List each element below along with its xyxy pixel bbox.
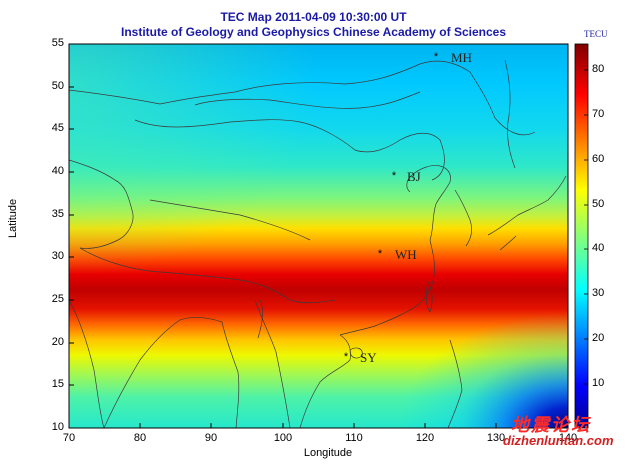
station-marker-mh: * <box>434 51 439 63</box>
border-laos <box>257 299 263 339</box>
y-tick-label: 40 <box>51 165 64 177</box>
colorbar <box>574 43 589 429</box>
colorbar-tick-label: 50 <box>592 198 605 210</box>
y-axis-title: Latitude <box>7 198 19 238</box>
border-mongolia-north <box>194 91 421 109</box>
station-label-wh: WH <box>395 247 417 262</box>
stations: * * * * <box>344 51 439 363</box>
y-tick-label: 15 <box>51 378 64 390</box>
colorbar-tick-label: 80 <box>592 63 605 75</box>
coast-japan-kyushu <box>499 235 517 251</box>
y-tick-label: 30 <box>51 250 64 262</box>
border-himalaya <box>79 247 336 304</box>
y-tick-label: 20 <box>51 336 64 348</box>
colorbar-tick-label: 10 <box>592 377 605 389</box>
y-tick-label: 10 <box>51 421 64 433</box>
x-tick-label: 70 <box>62 432 76 444</box>
y-tick-label: 55 <box>51 37 64 49</box>
coast-india-east <box>103 317 223 428</box>
coast-taiwan <box>425 280 433 313</box>
y-tick-label: 25 <box>51 293 64 305</box>
x-tick-label: 120 <box>415 432 435 444</box>
border-inner <box>149 199 311 241</box>
station-marker-wh: * <box>378 248 383 260</box>
station-marker-sy: * <box>344 351 349 363</box>
x-axis-title: Longitude <box>303 447 353 459</box>
coast-india-west <box>69 299 105 428</box>
map-subtitle: Institute of Geology and Geophysics Chin… <box>121 25 506 39</box>
tec-field-se-low <box>380 300 568 428</box>
map-title: TEC Map 2011-04-09 10:30:00 UT <box>220 10 407 24</box>
colorbar-tick-label: 70 <box>592 108 605 120</box>
x-tick-label: 100 <box>273 432 293 444</box>
map-content: * * * * <box>69 44 568 428</box>
station-label-sy: SY <box>360 350 377 365</box>
coast-south-china <box>339 239 435 336</box>
border-west <box>69 159 134 249</box>
coast-myanmar <box>221 321 240 428</box>
watermark-chinese: 地震论坛 <box>511 415 591 436</box>
border-mongolia <box>134 119 445 181</box>
x-tick-label: 80 <box>133 432 147 444</box>
colorbar-ticks <box>584 69 588 385</box>
colorbar-tick-label: 20 <box>592 332 605 344</box>
y-tick-label: 50 <box>51 80 64 92</box>
colorbar-tick-label: 40 <box>592 242 605 254</box>
watermark-url: dizhenluntan.com <box>503 433 614 448</box>
coast-philippines <box>447 339 463 428</box>
station-label-mh: MH <box>451 50 472 65</box>
coastlines-borders <box>69 59 567 428</box>
border-north <box>69 60 536 136</box>
coast-east-china <box>406 165 451 241</box>
station-label-bj: BJ <box>407 169 421 184</box>
coast-japan-honshu <box>487 175 567 236</box>
coast-indochina <box>299 334 351 428</box>
tick-marks <box>69 43 497 428</box>
colorbar-tick-label: 60 <box>592 153 605 165</box>
x-tick-label: 130 <box>486 432 506 444</box>
coast-hainan <box>349 347 363 359</box>
border-thailand <box>254 299 291 428</box>
coast-sakhalin <box>504 59 516 169</box>
x-tick-label: 140 <box>558 432 578 444</box>
colorbar-title: TECU <box>584 29 608 39</box>
y-tick-label: 45 <box>51 122 64 134</box>
map-frame <box>68 43 569 429</box>
x-tick-label: 110 <box>345 432 363 444</box>
x-tick-label: 90 <box>204 432 218 444</box>
colorbar-tick-label: 30 <box>592 287 605 299</box>
station-marker-bj: * <box>392 170 397 182</box>
y-tick-label: 35 <box>51 208 64 220</box>
coast-korea <box>454 189 472 247</box>
